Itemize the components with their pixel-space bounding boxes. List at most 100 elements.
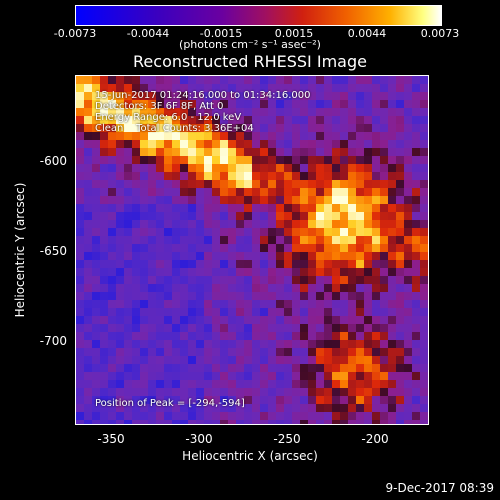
image-pixel bbox=[356, 164, 364, 172]
image-pixel bbox=[196, 412, 204, 420]
image-pixel bbox=[292, 124, 300, 132]
image-pixel bbox=[132, 308, 140, 316]
image-pixel bbox=[372, 356, 380, 364]
image-pixel bbox=[340, 292, 348, 300]
image-pixel bbox=[380, 164, 388, 172]
image-pixel bbox=[220, 188, 228, 196]
image-pixel bbox=[140, 220, 148, 228]
image-pixel bbox=[100, 268, 108, 276]
image-pixel bbox=[108, 164, 116, 172]
image-pixel bbox=[76, 156, 84, 164]
image-pixel bbox=[332, 348, 340, 356]
image-pixel bbox=[124, 284, 132, 292]
image-pixel bbox=[220, 380, 228, 388]
image-pixel bbox=[164, 196, 172, 204]
image-pixel bbox=[100, 340, 108, 348]
image-pixel bbox=[308, 180, 316, 188]
image-pixel bbox=[220, 316, 228, 324]
image-pixel bbox=[244, 92, 252, 100]
image-pixel bbox=[100, 244, 108, 252]
image-pixel bbox=[148, 316, 156, 324]
image-pixel bbox=[84, 372, 92, 380]
image-pixel bbox=[300, 260, 308, 268]
image-pixel bbox=[244, 236, 252, 244]
image-pixel bbox=[420, 244, 428, 252]
image-pixel bbox=[164, 116, 172, 124]
image-pixel bbox=[244, 396, 252, 404]
image-pixel bbox=[228, 236, 236, 244]
image-pixel bbox=[228, 324, 236, 332]
image-pixel bbox=[148, 76, 156, 84]
image-pixel bbox=[380, 236, 388, 244]
image-pixel bbox=[76, 220, 84, 228]
image-pixel bbox=[196, 284, 204, 292]
image-pixel bbox=[308, 244, 316, 252]
image-pixel bbox=[412, 316, 420, 324]
image-pixel bbox=[76, 388, 84, 396]
image-pixel bbox=[340, 196, 348, 204]
image-pixel bbox=[396, 164, 404, 172]
image-pixel bbox=[380, 404, 388, 412]
image-pixel bbox=[212, 348, 220, 356]
image-pixel bbox=[380, 116, 388, 124]
image-pixel bbox=[228, 164, 236, 172]
image-pixel bbox=[156, 252, 164, 260]
image-pixel bbox=[212, 196, 220, 204]
image-pixel bbox=[388, 356, 396, 364]
image-pixel bbox=[92, 188, 100, 196]
image-pixel bbox=[236, 156, 244, 164]
image-pixel bbox=[388, 132, 396, 140]
image-pixel bbox=[172, 420, 180, 424]
image-pixel bbox=[92, 148, 100, 156]
image-pixel bbox=[108, 340, 116, 348]
image-pixel bbox=[76, 228, 84, 236]
image-pixel bbox=[140, 212, 148, 220]
image-pixel bbox=[292, 188, 300, 196]
image-pixel bbox=[276, 252, 284, 260]
image-pixel bbox=[316, 340, 324, 348]
image-pixel bbox=[316, 324, 324, 332]
image-pixel bbox=[188, 284, 196, 292]
image-pixel bbox=[412, 412, 420, 420]
image-pixel bbox=[132, 84, 140, 92]
image-pixel bbox=[356, 300, 364, 308]
image-pixel bbox=[164, 180, 172, 188]
image-pixel bbox=[300, 380, 308, 388]
image-pixel bbox=[252, 148, 260, 156]
image-pixel bbox=[420, 180, 428, 188]
image-pixel bbox=[212, 172, 220, 180]
image-pixel bbox=[372, 228, 380, 236]
image-pixel bbox=[116, 340, 124, 348]
image-pixel bbox=[84, 108, 92, 116]
image-pixel bbox=[308, 84, 316, 92]
image-pixel bbox=[316, 364, 324, 372]
image-pixel bbox=[244, 132, 252, 140]
image-pixel bbox=[372, 292, 380, 300]
image-pixel bbox=[108, 348, 116, 356]
image-pixel bbox=[220, 220, 228, 228]
image-pixel bbox=[292, 372, 300, 380]
image-pixel bbox=[140, 180, 148, 188]
image-pixel bbox=[100, 404, 108, 412]
image-pixel bbox=[108, 292, 116, 300]
image-pixel bbox=[220, 276, 228, 284]
image-pixel bbox=[252, 356, 260, 364]
image-pixel bbox=[212, 220, 220, 228]
image-pixel bbox=[84, 364, 92, 372]
image-pixel bbox=[348, 316, 356, 324]
image-pixel bbox=[236, 148, 244, 156]
image-pixel bbox=[276, 324, 284, 332]
image-pixel bbox=[292, 300, 300, 308]
image-pixel bbox=[332, 116, 340, 124]
image-pixel bbox=[276, 196, 284, 204]
image-pixel bbox=[76, 196, 84, 204]
image-pixel bbox=[188, 372, 196, 380]
image-pixel bbox=[404, 188, 412, 196]
image-pixel bbox=[300, 276, 308, 284]
image-pixel bbox=[340, 76, 348, 84]
image-pixel bbox=[332, 196, 340, 204]
image-pixel bbox=[76, 76, 84, 84]
image-pixel bbox=[324, 276, 332, 284]
image-pixel bbox=[84, 404, 92, 412]
image-pixel bbox=[380, 140, 388, 148]
